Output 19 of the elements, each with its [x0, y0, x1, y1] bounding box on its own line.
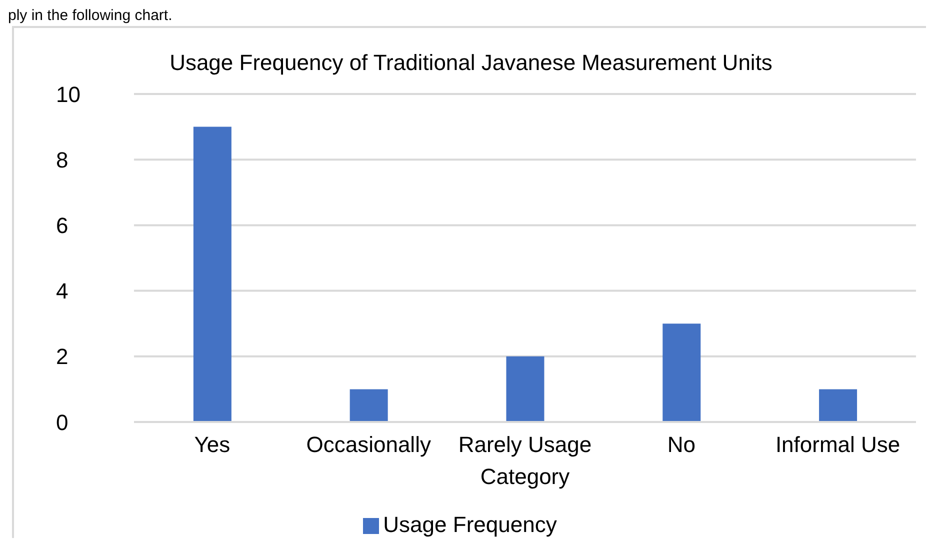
bar — [662, 324, 701, 422]
bar — [193, 126, 232, 422]
y-tick-label: 8 — [56, 147, 68, 172]
y-tick-label: 10 — [56, 82, 80, 107]
x-tick-label: Rarely Usage Category — [458, 432, 592, 489]
legend-label: Usage Frequency — [383, 512, 557, 537]
text: ply in the following chart. — [8, 7, 172, 24]
bar — [819, 389, 858, 422]
y-tick-label: 4 — [56, 278, 68, 304]
y-tick-label: 0 — [56, 410, 68, 435]
chart-title: Usage Frequency of Traditional Javanese Measurement Units — [168, 50, 774, 76]
x-tick-label: Occasionally — [306, 432, 431, 457]
x-tick-label: Yes — [194, 432, 230, 457]
bar — [506, 356, 544, 422]
x-tick-label: Informal Use — [775, 432, 900, 457]
x-tick-label: No — [667, 432, 696, 457]
bar — [350, 389, 388, 422]
y-tick-label: 6 — [56, 213, 68, 238]
y-tick-label: 2 — [56, 344, 68, 370]
